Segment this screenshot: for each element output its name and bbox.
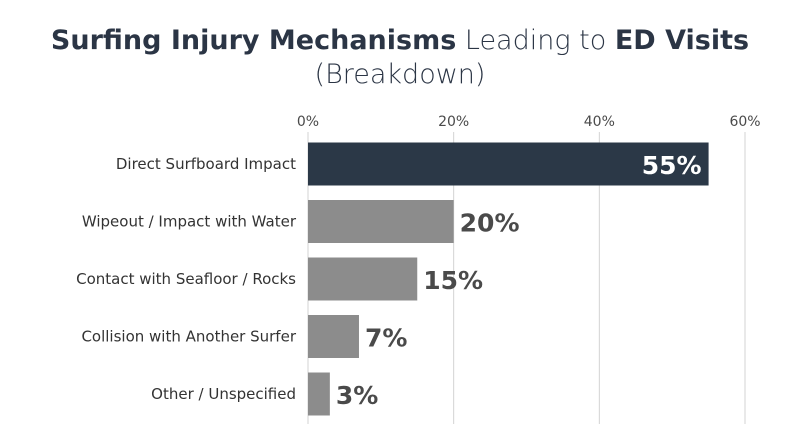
data-label: 20% xyxy=(460,209,520,238)
chart-subtitle: (Breakdown) xyxy=(314,59,486,90)
title-part-1: Surfing Injury Mechanisms xyxy=(50,25,457,56)
x-tick-label: 60% xyxy=(729,114,760,130)
category-label: Direct Surfboard Impact xyxy=(116,155,296,173)
x-tick-label: 0% xyxy=(297,114,319,130)
bars xyxy=(308,142,709,416)
chart-title: Surfing Injury Mechanisms Leading to ED … xyxy=(0,24,800,92)
bar xyxy=(308,200,454,243)
data-label: 55% xyxy=(642,151,702,180)
category-label: Other / Unspecified xyxy=(151,385,296,403)
chart-title-main: Surfing Injury Mechanisms Leading to ED … xyxy=(0,24,800,58)
category-label: Collision with Another Surfer xyxy=(81,328,296,346)
category-label: Wipeout / Impact with Water xyxy=(82,213,297,231)
labels: Direct Surfboard Impact 55% Wipeout / Impa… xyxy=(76,151,701,410)
x-tick-label: 20% xyxy=(438,114,469,130)
x-tick-label: 40% xyxy=(584,114,615,130)
bar xyxy=(308,142,709,186)
category-label: Contact with Seafloor / Rocks xyxy=(76,270,296,288)
bar xyxy=(308,257,418,301)
title-part-3: ED Visits xyxy=(614,25,750,56)
data-label: 15% xyxy=(423,266,483,295)
data-label: 7% xyxy=(365,324,407,353)
bar xyxy=(308,315,359,358)
x-axis-ticks: 0% 20% 40% 60% xyxy=(297,114,761,130)
title-part-2: Leading to xyxy=(456,25,615,56)
bar xyxy=(308,372,330,416)
data-label: 3% xyxy=(336,381,378,410)
